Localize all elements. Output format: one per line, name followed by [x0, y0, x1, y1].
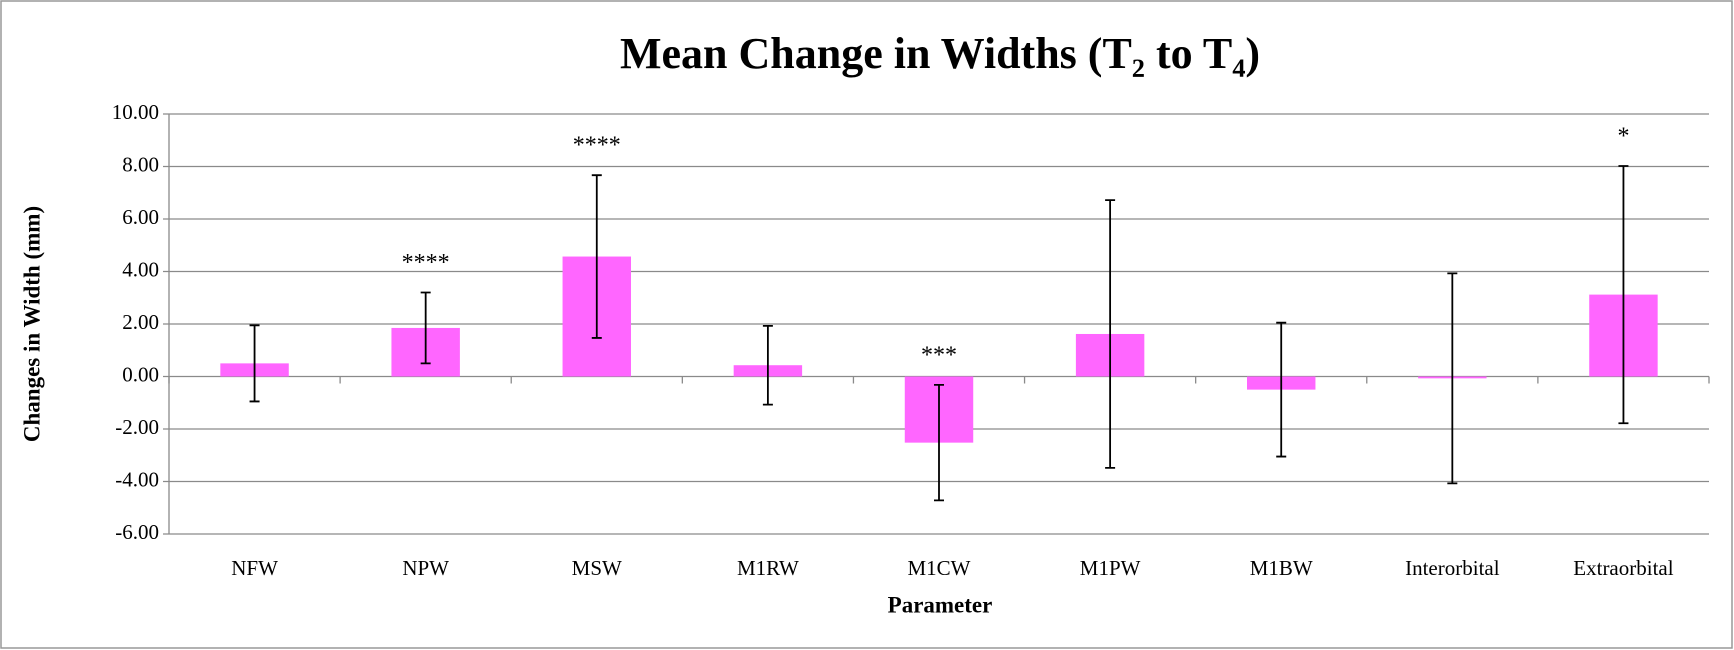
x-tick-label: M1BW [1250, 556, 1313, 580]
y-tick-label: 10.00 [112, 100, 159, 124]
y-tick-label: -6.00 [115, 520, 159, 544]
significance-label: * [1617, 123, 1629, 149]
x-tick-label: M1CW [908, 556, 971, 580]
error-bar [934, 384, 944, 502]
error-bar [1447, 272, 1458, 485]
x-axis-title: Parameter [888, 592, 993, 617]
x-tick-label: MSW [572, 556, 622, 580]
x-tick-label: NPW [402, 556, 449, 580]
error-bar [1618, 165, 1629, 425]
error-bar [420, 291, 431, 365]
y-tick-label: 8.00 [122, 152, 159, 176]
error-bar [249, 324, 260, 403]
y-tick-label: 4.00 [122, 257, 159, 281]
error-bar [591, 174, 602, 339]
y-tick-label: 6.00 [122, 205, 159, 229]
y-tick-label: -2.00 [115, 415, 159, 439]
x-tick-label: Interorbital [1405, 556, 1500, 580]
error-bar [1276, 321, 1287, 458]
significance-label: *** [921, 342, 957, 368]
y-axis-title: Changes in Width (mm) [19, 206, 44, 442]
error-bar [1105, 199, 1116, 469]
x-tick-label: M1PW [1080, 556, 1141, 580]
x-tick-label: Extraorbital [1573, 556, 1673, 580]
y-tick-label: 0.00 [122, 362, 159, 386]
chart-title: Mean Change in Widths (T₂ to T₄) [620, 29, 1260, 78]
x-tick-label: NFW [231, 556, 278, 580]
x-tick-label: M1RW [737, 556, 799, 580]
y-tick-label: -4.00 [115, 467, 159, 491]
error-bar [762, 324, 773, 406]
y-tick-label: 2.00 [122, 310, 159, 334]
significance-label: **** [573, 133, 621, 159]
significance-label: **** [402, 250, 450, 276]
